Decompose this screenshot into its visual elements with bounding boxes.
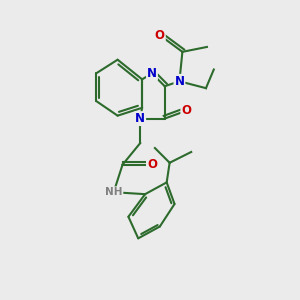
Text: N: N	[135, 112, 145, 125]
Text: N: N	[147, 67, 157, 80]
Text: O: O	[147, 158, 157, 171]
Text: O: O	[155, 29, 165, 42]
Text: N: N	[174, 75, 184, 88]
Text: O: O	[181, 104, 191, 117]
Text: NH: NH	[105, 187, 122, 197]
